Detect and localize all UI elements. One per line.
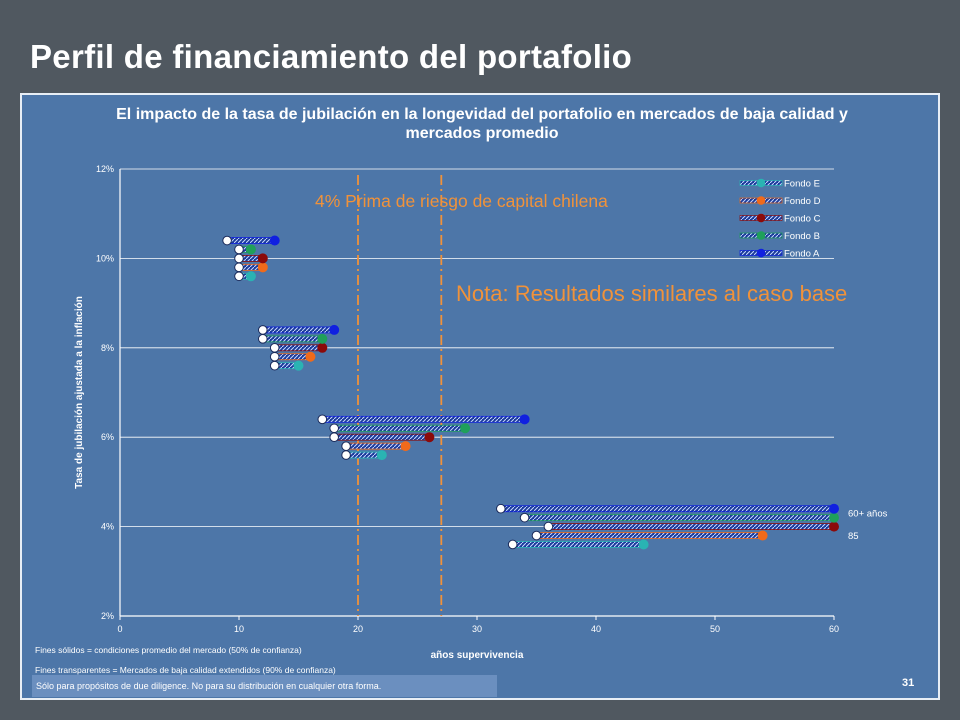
legend-label: Fondo D [784, 196, 821, 207]
low-quality-marker [222, 235, 232, 246]
funding-profile-chart: 2% 4% 6% 8% 10% 12% 0 10 20 30 40 50 60 años superviv… [74, 164, 888, 661]
range-bar [524, 514, 835, 522]
low-quality-marker [317, 414, 328, 425]
range-bar [262, 326, 335, 334]
x-tick-label: 20 [353, 624, 363, 634]
legend-label: Fondo A [784, 249, 820, 260]
legend-marker [756, 178, 766, 188]
footnote-transparent: Fines transparentes = Mercados de baja c… [35, 665, 336, 675]
range-bar [345, 451, 383, 459]
range-bar [536, 532, 764, 539]
y-tick-label: 2% [101, 611, 114, 621]
average-marker [317, 333, 328, 344]
annotation-label: 60+ años [848, 509, 888, 520]
x-tick-label: 10 [234, 624, 244, 634]
annotation-label: 85 [848, 531, 859, 542]
range-bar [274, 353, 311, 361]
legend-marker [756, 213, 766, 223]
low-quality-marker [496, 503, 506, 514]
range-bar [321, 415, 525, 423]
y-tick-label: 10% [96, 253, 114, 263]
average-marker [829, 521, 839, 532]
x-tick-label: 60 [829, 624, 839, 634]
low-quality-marker [258, 325, 268, 335]
average-marker [245, 244, 256, 255]
range-bar [500, 505, 835, 513]
y-tick-label: 8% [101, 343, 114, 353]
slide-title: Perfil de financiamiento del portafolio [30, 38, 633, 75]
x-tick-label: 50 [710, 624, 720, 634]
average-marker [245, 271, 256, 282]
range-bar [226, 237, 276, 244]
average-marker [293, 360, 304, 371]
x-axis-label: años supervivencia [431, 650, 524, 661]
average-marker [305, 351, 316, 362]
low-quality-marker [341, 441, 351, 451]
range-bar [333, 424, 466, 432]
average-marker [829, 512, 839, 523]
legend-label: Fondo E [784, 179, 820, 190]
chart-title: El impacto de la tasa de jubilación en l… [116, 106, 848, 142]
average-marker [638, 539, 649, 550]
low-quality-marker [234, 253, 244, 264]
average-marker [257, 253, 268, 264]
x-tick-label: 40 [591, 624, 601, 634]
y-tick-label: 6% [101, 432, 114, 442]
range-bar [333, 433, 430, 441]
range-bar [274, 344, 323, 352]
low-quality-marker [329, 423, 340, 434]
y-tick-label: 12% [96, 164, 114, 174]
legend-label: Fondo B [784, 231, 820, 242]
y-tick-label: 4% [101, 522, 114, 532]
average-marker [269, 235, 280, 246]
range-bar [512, 541, 645, 548]
legend-marker [756, 196, 766, 205]
low-quality-marker [258, 334, 268, 344]
page-number: 31 [902, 677, 915, 689]
average-marker [757, 530, 768, 541]
average-marker [317, 342, 328, 353]
footnote-solid: Fines sólidos = condiciones promedio del… [35, 645, 302, 655]
chart-panel: El impacto de la tasa de jubilación en l… [20, 93, 940, 700]
range-bar [548, 523, 835, 531]
x-tick-label: 30 [472, 624, 482, 634]
low-quality-marker [543, 521, 554, 532]
low-quality-marker [234, 244, 244, 255]
low-quality-marker [234, 262, 244, 273]
premium-note: 4% Prima de riesgo de capital chilena [315, 191, 608, 211]
average-marker [460, 423, 471, 434]
low-quality-marker [269, 351, 280, 362]
low-quality-marker [329, 432, 340, 443]
disclaimer: Sólo para propósitos de due diligence. N… [32, 675, 497, 697]
range-bar [345, 442, 407, 450]
y-axis-label: Tasa de jubilación ajustada a la inflaci… [74, 296, 85, 489]
average-marker [519, 414, 530, 425]
average-marker [424, 432, 435, 443]
low-quality-marker [269, 343, 280, 353]
average-marker [329, 324, 340, 335]
average-marker [376, 450, 387, 461]
average-marker [829, 503, 839, 514]
x-tick-label: 0 [117, 624, 122, 634]
result-note: Nota: Resultados similares al caso base [456, 281, 848, 306]
average-marker [400, 441, 411, 452]
low-quality-marker [531, 530, 542, 541]
range-bar [262, 335, 323, 343]
low-quality-marker [341, 450, 351, 460]
low-quality-marker [519, 512, 530, 523]
low-quality-marker [507, 539, 518, 550]
average-marker [257, 262, 268, 273]
low-quality-marker [269, 360, 280, 371]
low-quality-marker [234, 271, 244, 282]
legend-marker [756, 231, 766, 240]
legend-label: Fondo C [784, 214, 821, 225]
legend-marker [756, 248, 766, 258]
